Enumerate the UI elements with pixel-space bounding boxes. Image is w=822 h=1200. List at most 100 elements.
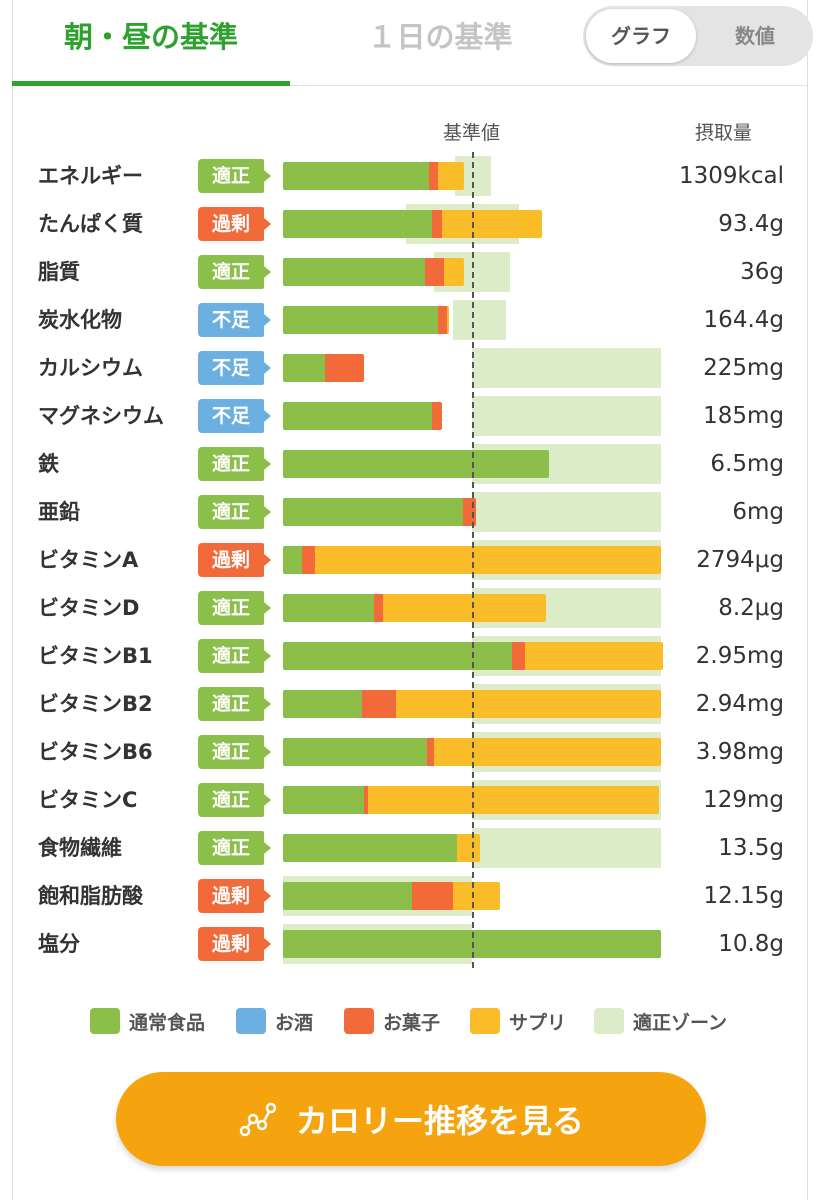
legend-item-supplement: サプリ [470, 1005, 566, 1037]
intake-amount: 164.4g [703, 307, 784, 333]
calorie-trend-label: カロリー推移を見る [295, 1102, 584, 1140]
nutrient-row: 塩分 過剰 10.8g [0, 924, 822, 964]
nutrient-name: ビタミンD [38, 596, 140, 620]
view-toggle[interactable]: グラフ 数値 [583, 6, 813, 66]
status-badge-label: 不足 [211, 309, 250, 331]
status-badge-label: 適正 [211, 165, 250, 187]
status-badge: 適正 [198, 735, 271, 769]
supplement-segment [447, 306, 450, 334]
intake-bar [283, 594, 546, 622]
nutrient-name: カルシウム [38, 356, 143, 380]
status-badge-label: 適正 [211, 837, 250, 859]
nutrient-row: ビタミンB6 適正 3.98mg [0, 732, 822, 772]
line-chart-icon [239, 1102, 277, 1137]
status-badge: 適正 [198, 783, 271, 817]
food-segment [283, 306, 438, 334]
intake-amount: 129mg [703, 787, 784, 813]
status-badge: 過剰 [198, 207, 271, 241]
tab-full-day[interactable]: １日の基準 [367, 20, 513, 54]
calorie-trend-button[interactable]: カロリー推移を見る [116, 1072, 706, 1166]
status-badge: 適正 [198, 495, 271, 529]
intake-amount: 185mg [703, 403, 784, 429]
sweets-segment [373, 594, 384, 622]
nutrient-row: 食物繊維 適正 13.5g [0, 828, 822, 868]
supplement-segment [441, 210, 542, 238]
status-badge: 適正 [198, 159, 271, 193]
intake-bar [283, 786, 660, 814]
intake-amount: 13.5g [718, 835, 784, 861]
nutrient-name: 炭水化物 [38, 308, 122, 332]
supplement-segment [437, 162, 465, 190]
status-badge-label: 過剰 [211, 549, 250, 571]
sweets-segment [428, 162, 438, 190]
food-segment [283, 786, 365, 814]
status-badge-label: 過剰 [211, 933, 250, 955]
status-badge: 不足 [198, 303, 271, 337]
status-badge-label: 適正 [211, 789, 250, 811]
nutrient-row: 鉄 適正 6.5mg [0, 444, 822, 484]
supplement-segment [524, 642, 663, 670]
status-badge: 適正 [198, 447, 271, 481]
nutrient-name: マグネシウム [38, 404, 164, 428]
intake-amount: 10.8g [718, 931, 784, 957]
sweets-segment [511, 642, 525, 670]
intake-amount: 2.95mg [695, 643, 784, 669]
legend-label-food: 通常食品 [129, 1011, 206, 1034]
status-badge-label: 適正 [211, 261, 250, 283]
intake-bar [283, 258, 465, 286]
nutrient-row: 亜鉛 適正 6mg [0, 492, 822, 532]
nutrient-name: ビタミンB6 [38, 740, 153, 764]
food-segment [283, 210, 433, 238]
food-segment [283, 450, 550, 478]
status-badge-label: 不足 [211, 357, 250, 379]
food-segment [283, 882, 412, 910]
nutrient-row: マグネシウム 不足 185mg [0, 396, 822, 436]
nutrient-name: エネルギー [38, 164, 143, 188]
food-segment [283, 402, 433, 430]
legend-swatch-sweets [344, 1008, 374, 1034]
intake-bar [283, 354, 365, 382]
nutrient-row: カルシウム 不足 225mg [0, 348, 822, 388]
tab-bar: 朝・昼の基準 １日の基準 グラフ 数値 [12, 0, 813, 86]
status-badge-label: 不足 [211, 405, 250, 427]
nutrient-name: 脂質 [38, 260, 80, 284]
food-segment [283, 738, 427, 766]
sweets-segment [432, 402, 442, 430]
toggle-values-button[interactable]: 数値 [735, 24, 775, 48]
status-badge: 過剰 [198, 879, 271, 913]
intake-amount: 36g [740, 259, 784, 285]
sweets-segment [424, 258, 444, 286]
status-badge: 不足 [198, 351, 271, 385]
intake-amount: 2794μg [696, 547, 784, 573]
legend-swatch-alcohol [236, 1008, 266, 1034]
nutrient-name: 食物繊維 [38, 836, 122, 860]
status-badge: 不足 [198, 399, 271, 433]
nutrient-row: 炭水化物 不足 164.4g [0, 300, 822, 340]
status-badge: 適正 [198, 831, 271, 865]
nutrient-row: ビタミンA 過剰 2794μg [0, 540, 822, 580]
legend-swatch-supplement [470, 1008, 500, 1034]
food-segment [283, 498, 463, 526]
baseline-line [472, 152, 474, 968]
legend-item-zone: 適正ゾーン [594, 1005, 727, 1037]
optimal-zone [453, 300, 506, 340]
supplement-segment [383, 594, 546, 622]
tab-morning-lunch[interactable]: 朝・昼の基準 [12, 0, 290, 86]
intake-bar [283, 450, 550, 478]
intake-bar [283, 498, 476, 526]
sweets-segment [426, 738, 435, 766]
intake-amount: 6.5mg [710, 451, 784, 477]
nutrient-name: ビタミンB2 [38, 692, 153, 716]
toggle-graph-button[interactable]: グラフ [586, 9, 696, 63]
intake-bar [283, 210, 542, 238]
nutrient-row: ビタミンB2 適正 2.94mg [0, 684, 822, 724]
supplement-segment [434, 738, 661, 766]
nutrient-name: ビタミンB1 [38, 644, 153, 668]
nutrient-name: ビタミンC [38, 788, 138, 812]
intake-header: 摂取量 [695, 122, 753, 144]
food-segment [283, 690, 363, 718]
status-badge-label: 適正 [211, 693, 250, 715]
optimal-zone [472, 492, 661, 532]
status-badge: 適正 [198, 687, 271, 721]
nutrient-name: 飽和脂肪酸 [38, 884, 143, 908]
